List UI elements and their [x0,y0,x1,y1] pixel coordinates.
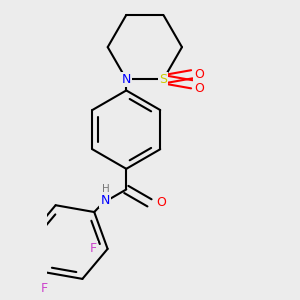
Text: O: O [157,196,166,209]
Text: F: F [40,282,47,296]
Text: N: N [122,73,131,86]
Text: S: S [159,73,167,86]
Text: H: H [102,184,110,194]
Text: F: F [90,242,97,255]
Text: O: O [194,68,204,81]
Text: N: N [100,194,110,207]
Text: O: O [194,82,204,95]
